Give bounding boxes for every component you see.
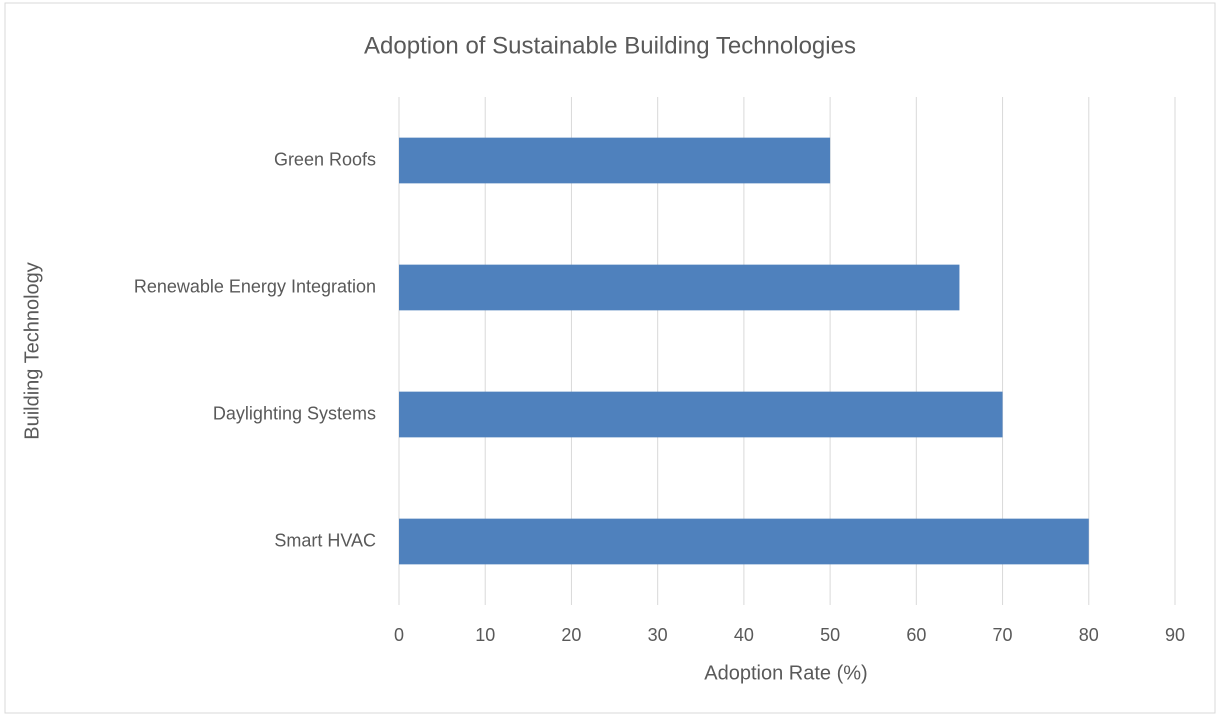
chart-frame <box>4 2 1216 714</box>
x-tick-label: 10 <box>475 625 495 645</box>
x-tick-label: 30 <box>648 625 668 645</box>
bar <box>399 391 1003 438</box>
bar <box>399 137 831 184</box>
y-tick-label: Daylighting Systems <box>213 403 376 423</box>
x-tick-label: 50 <box>820 625 840 645</box>
x-tick-label: 40 <box>734 625 754 645</box>
x-tick-label: 0 <box>394 625 404 645</box>
x-tick-label: 20 <box>561 625 581 645</box>
x-axis-title: Adoption Rate (%) <box>704 662 867 684</box>
x-tick-label: 70 <box>993 625 1013 645</box>
chart-title: Adoption of Sustainable Building Technol… <box>364 32 856 59</box>
x-tick-label: 90 <box>1165 625 1185 645</box>
bar <box>399 264 960 311</box>
y-tick-label: Green Roofs <box>274 149 376 169</box>
bar <box>399 518 1089 565</box>
x-tick-label: 60 <box>906 625 926 645</box>
x-tick-label: 80 <box>1079 625 1099 645</box>
y-axis-title: Building Technology <box>21 262 43 440</box>
y-tick-label: Smart HVAC <box>274 530 376 550</box>
y-tick-label: Renewable Energy Integration <box>134 276 376 296</box>
